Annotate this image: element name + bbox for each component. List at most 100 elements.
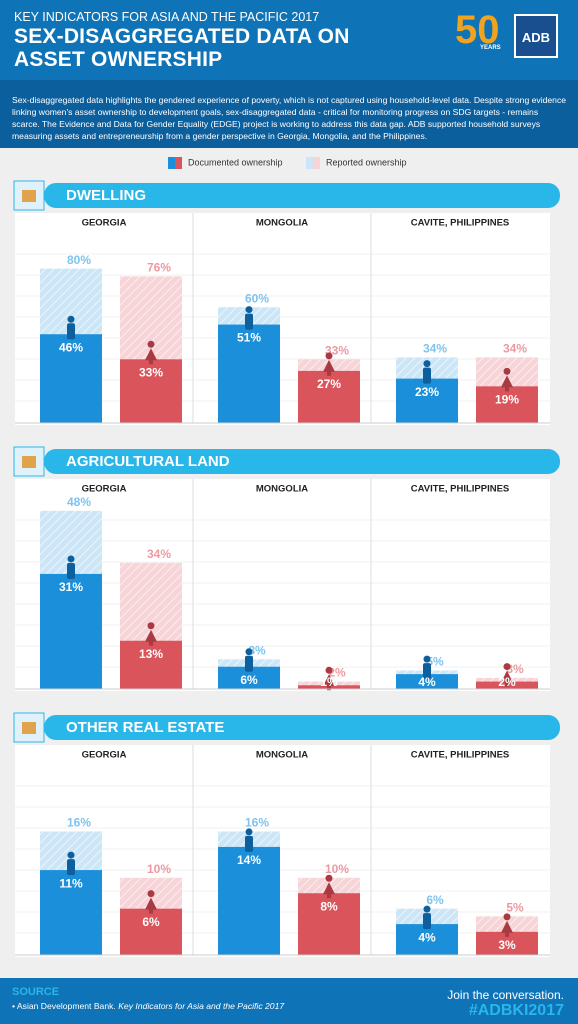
- documented-bar: [218, 324, 280, 423]
- header-band: [0, 0, 578, 80]
- person-icon: [245, 313, 253, 330]
- documented-bar: [40, 334, 102, 423]
- person-icon: [423, 655, 431, 663]
- reported-label: 34%: [503, 342, 527, 356]
- person-icon: [145, 897, 157, 914]
- person-icon: [245, 828, 253, 836]
- panel-title: MONGOLIA: [256, 218, 308, 229]
- documented-bar: [396, 924, 458, 955]
- section-icon: [22, 456, 36, 468]
- reported-label: 80%: [67, 253, 91, 267]
- documented-label: 14%: [237, 853, 261, 867]
- charts: Documented ownership Reported ownership DW…: [13, 157, 560, 957]
- section-bar: [44, 449, 560, 474]
- documented-label: 31%: [59, 580, 83, 594]
- anniversary-caption: YEARS: [480, 45, 501, 51]
- documented-label: 3%: [498, 938, 516, 952]
- person-icon: [323, 359, 335, 376]
- person-icon: [145, 348, 157, 365]
- legend-swatch: [306, 157, 313, 169]
- intro-text: Sex-disaggregated data highlights the ge…: [12, 95, 567, 141]
- person-icon: [501, 375, 513, 392]
- panel-title: GEORGIA: [82, 218, 127, 229]
- panel-title: GEORGIA: [82, 484, 127, 495]
- person-icon: [501, 670, 513, 687]
- footer-band: [0, 978, 578, 1024]
- logo: ADB: [514, 14, 558, 58]
- documented-label: 6%: [240, 673, 258, 687]
- person-icon: [423, 360, 431, 368]
- documented-bar: [396, 378, 458, 423]
- person-icon: [67, 859, 75, 876]
- person-icon: [67, 315, 75, 323]
- person-icon: [325, 666, 333, 674]
- documented-bar: [476, 386, 538, 423]
- reported-label: 34%: [423, 342, 447, 356]
- documented-bar: [298, 370, 360, 423]
- person-icon: [503, 367, 511, 375]
- source-label: SOURCE: [12, 986, 60, 998]
- person-icon: [501, 920, 513, 937]
- section-icon: [22, 722, 36, 734]
- hashtag[interactable]: #ADBKI2017: [468, 1002, 564, 1019]
- documented-label: 1%: [320, 675, 338, 689]
- documented-bar: [40, 573, 102, 689]
- legend-label: Reported ownership: [326, 157, 407, 167]
- reported-label: 48%: [67, 495, 91, 509]
- page-title: SEX-DISAGGREGATED DATA ON ASSET OWNERSHI…: [14, 25, 350, 71]
- person-icon: [423, 367, 431, 384]
- person-icon: [325, 352, 333, 360]
- documented-label: 4%: [418, 930, 436, 944]
- legend-label: Documented ownership: [188, 157, 283, 167]
- documented-bar: [218, 666, 280, 689]
- person-icon: [245, 648, 253, 656]
- panel-bg: [15, 479, 550, 691]
- person-icon: [67, 562, 75, 579]
- person-icon: [245, 306, 253, 314]
- panel-title: CAVITE, PHILIPPINES: [411, 484, 510, 495]
- documented-label: 4%: [418, 675, 436, 689]
- documented-label: 6%: [142, 915, 160, 929]
- panel-bg: [15, 745, 550, 957]
- call-to-action: Join the conversation.: [447, 988, 564, 1002]
- reported-label: 5%: [506, 901, 524, 915]
- person-icon: [67, 555, 75, 563]
- person-icon: [325, 874, 333, 882]
- reported-label: 10%: [325, 862, 349, 876]
- source-title: Key Indicators for Asia and the Pacific …: [118, 1001, 285, 1011]
- panel-title: CAVITE, PHILIPPINES: [411, 750, 510, 761]
- source: • Asian Development Bank. Key Indicators…: [12, 1001, 285, 1011]
- documented-label: 51%: [237, 331, 261, 345]
- person-icon: [145, 629, 157, 646]
- documented-bar: [120, 640, 182, 689]
- source-org: Asian Development Bank.: [16, 1001, 116, 1011]
- person-icon: [147, 890, 155, 898]
- documented-label: 11%: [59, 876, 83, 890]
- legend-swatch: [168, 157, 175, 169]
- documented-bar: [298, 893, 360, 955]
- legend-swatch: [175, 157, 182, 169]
- reported-label: 6%: [426, 893, 444, 907]
- reported-label: 76%: [147, 260, 171, 274]
- person-icon: [67, 851, 75, 859]
- documented-bar: [40, 870, 102, 955]
- reported-label: 2%: [328, 666, 346, 680]
- person-icon: [423, 663, 431, 680]
- reported-label: 8%: [248, 643, 266, 657]
- person-icon: [423, 905, 431, 913]
- reported-label: 16%: [67, 816, 91, 830]
- intro-band: [0, 80, 578, 148]
- person-icon: [323, 882, 335, 899]
- panel-title: GEORGIA: [82, 750, 127, 761]
- reported-label: 10%: [147, 862, 171, 876]
- person-icon: [503, 913, 511, 921]
- documented-bar: [476, 931, 538, 955]
- documented-label: 2%: [498, 675, 516, 689]
- person-icon: [503, 663, 511, 671]
- documented-bar: [120, 908, 182, 955]
- documented-label: 27%: [317, 377, 341, 391]
- section-title: OTHER REAL ESTATE: [66, 719, 224, 736]
- person-icon: [323, 674, 335, 691]
- section-icon-box: [13, 712, 45, 743]
